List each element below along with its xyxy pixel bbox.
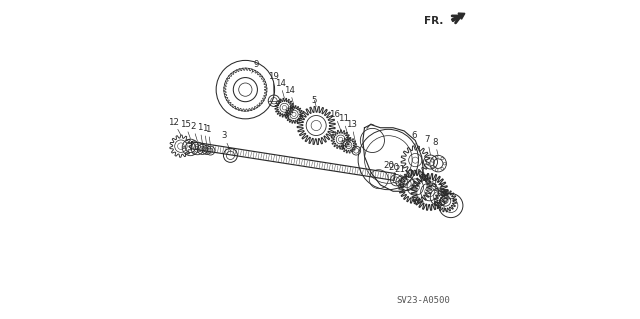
Text: 7: 7 bbox=[424, 135, 431, 155]
Text: 2: 2 bbox=[190, 122, 197, 141]
Text: 1: 1 bbox=[202, 124, 207, 145]
FancyArrow shape bbox=[451, 13, 465, 21]
Text: 11: 11 bbox=[338, 114, 349, 137]
Text: 20: 20 bbox=[383, 161, 396, 174]
Text: 17: 17 bbox=[432, 184, 445, 195]
Text: 14: 14 bbox=[284, 86, 295, 106]
Text: 15: 15 bbox=[180, 120, 191, 138]
Text: SV23-A0500: SV23-A0500 bbox=[396, 296, 450, 305]
Text: 16: 16 bbox=[329, 110, 340, 130]
Text: 4: 4 bbox=[422, 175, 429, 186]
Text: 13: 13 bbox=[346, 120, 357, 146]
Text: 8: 8 bbox=[432, 138, 438, 155]
Text: 1: 1 bbox=[197, 123, 203, 144]
Text: 19: 19 bbox=[268, 72, 278, 95]
Text: 5: 5 bbox=[312, 96, 317, 107]
Text: 17: 17 bbox=[403, 170, 415, 182]
Text: 14: 14 bbox=[275, 79, 286, 98]
Text: 1: 1 bbox=[205, 125, 211, 145]
Text: 10: 10 bbox=[438, 189, 451, 200]
Text: 20: 20 bbox=[388, 163, 402, 176]
Text: 9: 9 bbox=[252, 60, 259, 73]
Text: 21: 21 bbox=[394, 166, 407, 178]
Text: 12: 12 bbox=[168, 117, 181, 135]
Text: 18: 18 bbox=[426, 180, 439, 191]
Text: FR.: FR. bbox=[424, 16, 444, 26]
Text: 6: 6 bbox=[412, 131, 417, 146]
Text: 3: 3 bbox=[221, 131, 230, 151]
